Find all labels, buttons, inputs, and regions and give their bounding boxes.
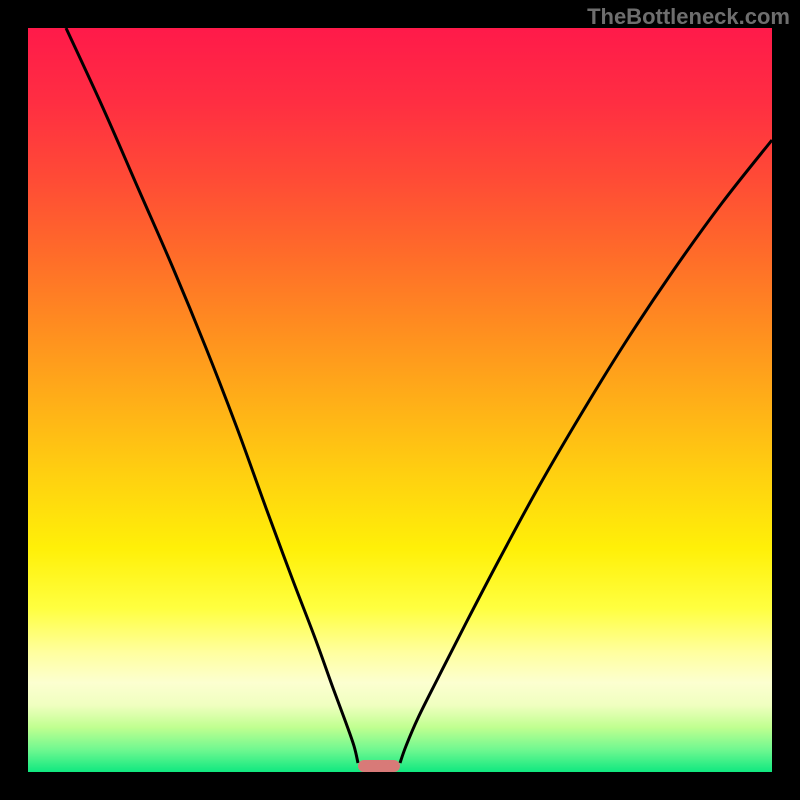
plot-area (28, 28, 772, 772)
left-curve (66, 28, 358, 763)
watermark-text: TheBottleneck.com (587, 4, 790, 30)
bottleneck-curves (28, 28, 772, 772)
optimal-marker (358, 760, 400, 772)
right-curve (400, 140, 772, 763)
